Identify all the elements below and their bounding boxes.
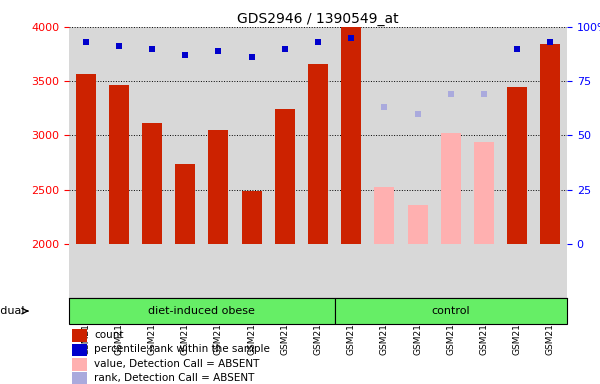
Text: percentile rank within the sample: percentile rank within the sample [94, 344, 270, 354]
Bar [69, 298, 335, 324]
Title: GDS2946 / 1390549_at: GDS2946 / 1390549_at [237, 12, 399, 26]
Bar [71, 344, 86, 356]
Bar [474, 142, 494, 244]
Bar [242, 191, 262, 244]
Text: diet-induced obese: diet-induced obese [148, 306, 255, 316]
Bar [341, 27, 361, 244]
Bar [71, 358, 86, 371]
Bar [335, 298, 567, 324]
Text: rank, Detection Call = ABSENT: rank, Detection Call = ABSENT [94, 373, 254, 383]
Bar [109, 86, 129, 244]
Bar [142, 123, 162, 244]
Bar [407, 205, 428, 244]
Bar [541, 44, 560, 244]
Bar [507, 86, 527, 244]
Bar [374, 187, 394, 244]
Bar [76, 73, 95, 244]
Bar [175, 164, 195, 244]
Bar [208, 130, 229, 244]
Text: count: count [94, 330, 124, 340]
Text: control: control [431, 306, 470, 316]
Text: individual: individual [0, 306, 24, 316]
Text: value, Detection Call = ABSENT: value, Detection Call = ABSENT [94, 359, 260, 369]
Bar [275, 109, 295, 244]
Bar [71, 329, 86, 342]
Bar [71, 372, 86, 384]
Bar [441, 133, 461, 244]
Bar [308, 64, 328, 244]
